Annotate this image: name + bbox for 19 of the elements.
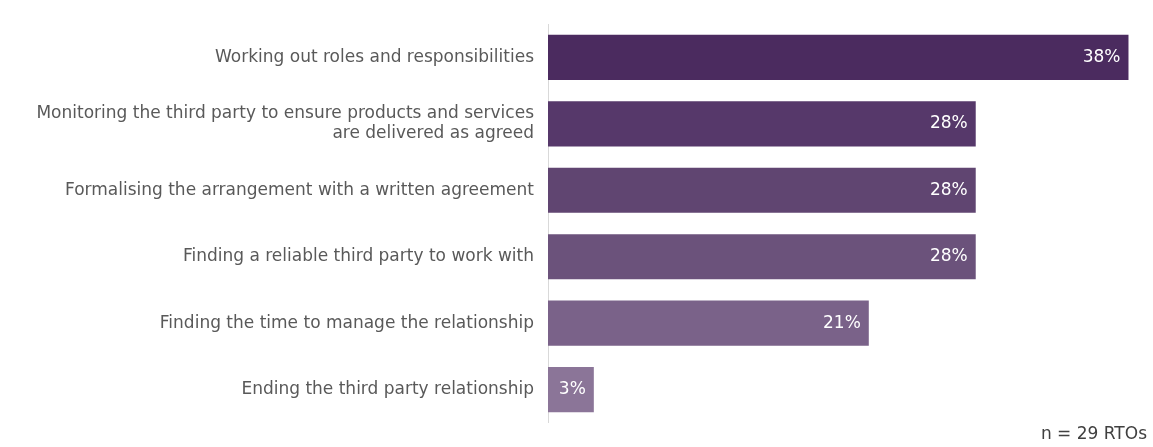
bar [548, 300, 869, 346]
bar [548, 101, 976, 147]
y-tick-label: Finding a reliable third party to work with [182, 245, 534, 266]
bar [548, 167, 976, 213]
data-label: 28% [929, 245, 968, 266]
bar [548, 34, 1129, 80]
data-label: 3% [558, 378, 586, 399]
data-label: 28% [929, 112, 968, 133]
bar [548, 234, 976, 280]
data-label: 28% [929, 178, 968, 199]
bar [548, 367, 594, 413]
y-tick-label: Formalising the arrangement with a written agreement [64, 178, 535, 199]
data-label: 21% [823, 311, 861, 332]
data-label: 38% [1082, 45, 1121, 66]
annotation: n = 29 RTOs [1040, 422, 1148, 443]
y-tick-label: Ending the third party relationship [241, 378, 534, 399]
y-tick-label: Finding the time to manage the relationship [159, 311, 534, 332]
y-tick-label: Working out roles and responsibilities [215, 45, 535, 66]
y-tick-label: Monitoring the third party to ensure products and services are delivered as agreed [36, 102, 535, 143]
